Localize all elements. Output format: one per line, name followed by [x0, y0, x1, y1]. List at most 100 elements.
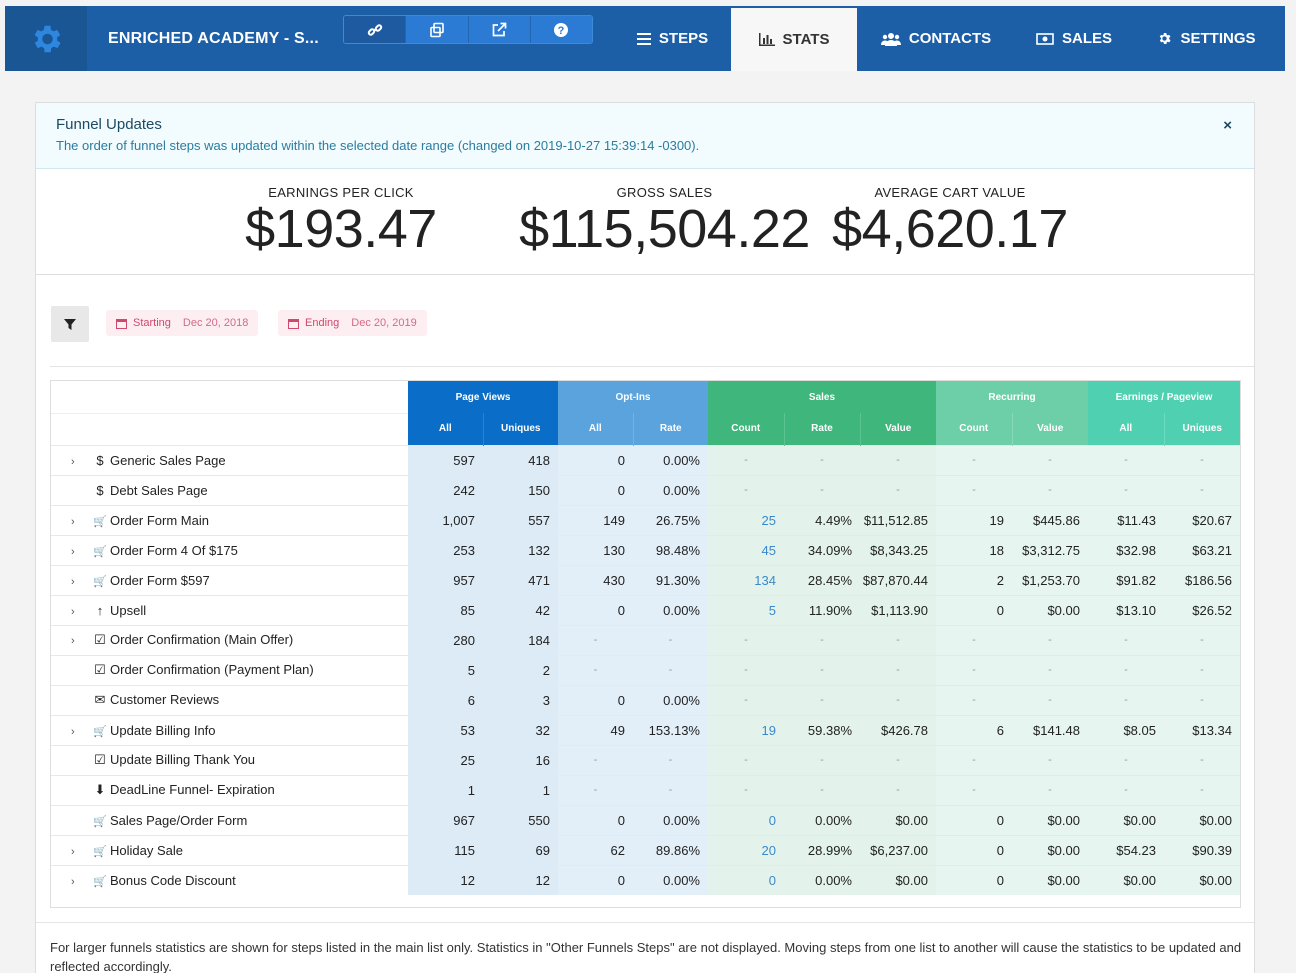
step-name-cell[interactable]: › 🛒 Holiday Sale — [51, 835, 408, 865]
table-row[interactable]: 🛒 Sales Page/Order Form 967 550 0 0.00% 0 0.00%… — [51, 805, 1240, 835]
col-header[interactable]: Value — [859, 413, 936, 445]
stat-cell: 0 — [558, 595, 633, 625]
col-header[interactable]: All — [1088, 413, 1164, 445]
stat-cell: $13.34 — [1164, 715, 1240, 745]
help-icon[interactable]: ? — [529, 16, 592, 43]
start-date-picker[interactable]: Starting Dec 20, 2018 — [106, 310, 259, 336]
expand-chevron-icon[interactable]: › — [71, 635, 75, 647]
expand-chevron-icon[interactable]: › — [71, 575, 75, 588]
tab-steps[interactable]: STEPS — [614, 6, 731, 71]
step-type-icon: 🛒 — [93, 575, 107, 588]
table-row[interactable]: ☑ Update Billing Thank You 25 16- - - - - - - - - — [51, 745, 1240, 775]
step-name-cell[interactable]: ✉ Customer Reviews — [51, 685, 408, 715]
stat-cell: 3 — [483, 685, 558, 715]
stat-cell: - — [860, 655, 936, 685]
stat-cell[interactable]: 19 — [708, 715, 784, 745]
stat-cell: - — [1012, 685, 1088, 715]
external-link-icon[interactable] — [467, 16, 530, 43]
expand-chevron-icon[interactable]: › — [71, 845, 75, 858]
table-row[interactable]: › 🛒 Holiday Sale 115 69 62 89.86% 20 28.99% $6,23… — [51, 835, 1240, 865]
tab-stats[interactable]: STATS — [731, 8, 857, 71]
link-icon[interactable] — [344, 16, 406, 43]
funnel-title[interactable]: ENRICHED ACADEMY - S... — [108, 29, 319, 47]
step-name-cell[interactable]: › 🛒 Order Form $597 — [51, 565, 408, 595]
col-header[interactable]: All — [408, 413, 483, 445]
copy-icon[interactable] — [405, 16, 468, 43]
col-header[interactable]: Count — [708, 413, 784, 445]
stat-cell: $0.00 — [1088, 865, 1164, 895]
stat-cell: $1,253.70 — [1012, 565, 1088, 595]
col-header[interactable]: All — [558, 413, 633, 445]
stat-cell: - — [633, 625, 708, 655]
step-name-cell[interactable]: ☑ Update Billing Thank You — [51, 745, 408, 775]
stat-cell: $11.43 — [1088, 505, 1164, 535]
table-row[interactable]: › 🛒 Order Form Main 1,007 557 149 26.75% 25 4.49… — [51, 505, 1240, 535]
stat-cell: $0.00 — [860, 805, 936, 835]
step-name-cell[interactable]: › 🛒 Order Form 4 Of $175 — [51, 535, 408, 565]
col-header[interactable]: Uniques — [482, 413, 558, 445]
step-name-cell[interactable]: ⬇ DeadLine Funnel- Expiration — [51, 775, 408, 805]
filter-button[interactable] — [51, 306, 89, 342]
table-row[interactable]: $ Debt Sales Page 242 150 0 0.00% - - - - - - - — [51, 475, 1240, 505]
col-header[interactable]: Rate — [783, 413, 860, 445]
step-name-cell[interactable]: $ Debt Sales Page — [51, 475, 408, 505]
stat-cell: $20.67 — [1164, 505, 1240, 535]
stat-cell[interactable]: 25 — [708, 505, 784, 535]
stat-cell: $0.00 — [860, 865, 936, 895]
expand-chevron-icon[interactable]: › — [71, 545, 75, 558]
close-icon[interactable]: × — [1223, 117, 1232, 134]
stat-cell: - — [784, 745, 860, 775]
stat-cell[interactable]: 134 — [708, 565, 784, 595]
table-row[interactable]: › 🛒 Order Form $597 957 471 430 91.30% 134 28.45… — [51, 565, 1240, 595]
table-row[interactable]: ☑ Order Confirmation (Payment Plan) 5 2- - - -… — [51, 655, 1240, 685]
stat-cell: 6 — [408, 685, 483, 715]
stat-cell: 53 — [408, 715, 483, 745]
expand-chevron-icon[interactable]: › — [71, 875, 75, 888]
tab-contacts[interactable]: CONTACTS — [857, 6, 1015, 71]
expand-chevron-icon[interactable]: › — [71, 455, 75, 468]
step-name-cell[interactable]: › 🛒 Update Billing Info — [51, 715, 408, 745]
end-date-picker[interactable]: Ending Dec 20, 2019 — [278, 310, 427, 336]
table-row[interactable]: ⬇ DeadLine Funnel- Expiration 1 1- - - - - - - - - — [51, 775, 1240, 805]
col-header[interactable]: Uniques — [1163, 413, 1240, 445]
stat-cell[interactable]: 0 — [708, 805, 784, 835]
step-name-cell[interactable]: › $ Generic Sales Page — [51, 445, 408, 475]
step-name-cell[interactable]: ☑ Order Confirmation (Payment Plan) — [51, 655, 408, 685]
step-name-cell[interactable]: › 🛒 Bonus Code Discount — [51, 865, 408, 895]
stat-cell[interactable]: 5 — [708, 595, 784, 625]
stat-cell[interactable]: 45 — [708, 535, 784, 565]
step-name-cell[interactable]: › ↑ Upsell — [51, 595, 408, 625]
metric-earnings-per-click: EARNINGS PER CLICK $193.47 — [236, 185, 446, 260]
group-earnings-pageview: Earnings / Pageview — [1088, 381, 1240, 413]
table-row[interactable]: › ↑ Upsell 85 42 0 0.00% 5 11.90% $1,113.90 0 $0.00… — [51, 595, 1240, 625]
stat-cell: $13.10 — [1088, 595, 1164, 625]
step-name-cell[interactable]: › 🛒 Order Form Main — [51, 505, 408, 535]
col-header[interactable]: Value — [1011, 413, 1088, 445]
settings-gear-icon[interactable] — [5, 6, 87, 71]
tab-settings[interactable]: SETTINGS — [1133, 6, 1280, 71]
table-row[interactable]: › ☑ Order Confirmation (Main Offer) 280 184-… — [51, 625, 1240, 655]
table-row[interactable]: ✉ Customer Reviews 6 3 0 0.00% - - - - - - - — [51, 685, 1240, 715]
stat-cell: 6 — [936, 715, 1012, 745]
stat-cell: $445.86 — [1012, 505, 1088, 535]
expand-chevron-icon[interactable]: › — [71, 515, 75, 528]
col-header[interactable]: Rate — [632, 413, 708, 445]
table-row[interactable]: › 🛒 Bonus Code Discount 12 12 0 0.00% 0 0.00% $0.… — [51, 865, 1240, 895]
table-row[interactable]: › $ Generic Sales Page 597 418 0 0.00% - - - - - - - — [51, 445, 1240, 475]
stat-cell[interactable]: 0 — [708, 865, 784, 895]
table-row[interactable]: › 🛒 Update Billing Info 53 32 49 153.13% 19 59.3… — [51, 715, 1240, 745]
step-type-icon: ✉ — [94, 692, 106, 707]
step-name-cell[interactable]: 🛒 Sales Page/Order Form — [51, 805, 408, 835]
stat-cell: - — [1164, 685, 1240, 715]
step-type-icon: $ — [96, 452, 104, 468]
step-name: Order Form Main — [110, 512, 209, 528]
col-header[interactable]: Count — [936, 413, 1012, 445]
expand-chevron-icon[interactable]: › — [71, 605, 75, 618]
tab-sales[interactable]: SALES — [1015, 6, 1133, 71]
table-row[interactable]: › 🛒 Order Form 4 Of $175 253 132 130 98.48% 45 3… — [51, 535, 1240, 565]
stat-cell: - — [1164, 655, 1240, 685]
expand-chevron-icon[interactable]: › — [71, 725, 75, 738]
stats-table: Page Views Opt-Ins Sales Recurring Earni… — [51, 381, 1240, 895]
step-name-cell[interactable]: › ☑ Order Confirmation (Main Offer) — [51, 625, 408, 655]
stat-cell[interactable]: 20 — [708, 835, 784, 865]
